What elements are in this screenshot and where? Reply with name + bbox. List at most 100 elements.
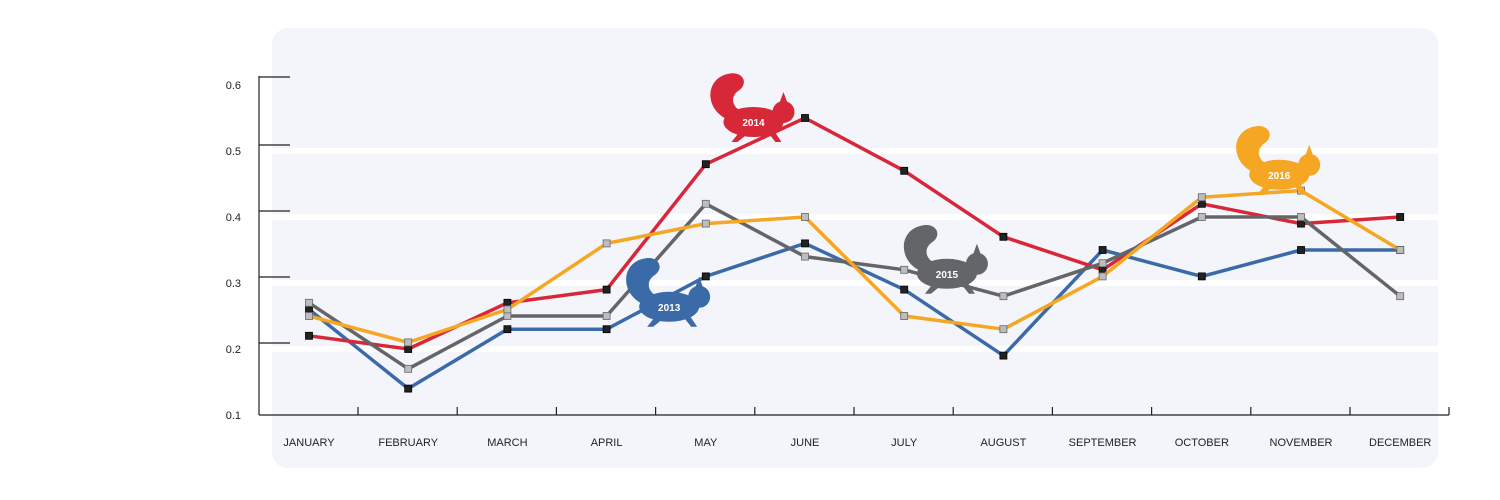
axes [258, 76, 1450, 416]
data-point [503, 325, 512, 334]
series-line [307, 116, 1402, 351]
data-point [999, 232, 1008, 241]
squirrel-tail-icon [626, 258, 660, 307]
data-point [801, 252, 809, 261]
data-point [1197, 272, 1206, 281]
data-point [503, 298, 512, 307]
data-point [404, 345, 413, 353]
squirrel-head-icon [965, 252, 988, 275]
badge-year-label: 2014 [742, 118, 765, 129]
squirrel-ear-icon [695, 276, 704, 288]
data-point [404, 384, 413, 393]
data-point [1098, 259, 1107, 268]
squirrel-badge-2014: 2014 [710, 73, 795, 142]
x-tick-label: JULY [891, 437, 918, 449]
data-point [701, 160, 710, 169]
series-line [307, 188, 1402, 345]
y-tick-label: 0.5 [226, 146, 241, 158]
squirrel-body-icon [916, 258, 977, 289]
squirrel-badge-2015: 2015 [903, 225, 988, 294]
data-point [900, 265, 909, 274]
y-tick-label: 0.2 [226, 344, 241, 356]
squirrel-body-icon [639, 291, 700, 322]
grid-bands [272, 148, 1438, 352]
data-point [1197, 193, 1206, 202]
squirrel-badge-2016: 2016 [1236, 126, 1321, 195]
data-point [602, 325, 611, 334]
squirrel-ear-icon [1305, 144, 1314, 156]
data-point [1197, 213, 1206, 221]
squirrel-head-icon [772, 101, 795, 123]
data-point [900, 285, 909, 294]
data-point [305, 305, 313, 314]
x-tick-label: OCTOBER [1175, 437, 1229, 449]
data-point [900, 166, 909, 175]
data-point [1396, 246, 1405, 254]
y-tick-label: 0.3 [226, 278, 241, 290]
x-tick-label: MARCH [487, 437, 527, 449]
data-point [305, 298, 313, 307]
grid-band [272, 148, 1438, 154]
series-2016 [305, 186, 1405, 347]
data-point [999, 325, 1008, 334]
squirrel-tail-icon [710, 73, 744, 122]
squirrel-body-icon [1249, 159, 1310, 190]
x-tick-label: APRIL [591, 437, 623, 449]
squirrel-legs-icon [647, 314, 698, 327]
data-point [602, 239, 611, 248]
grid-band [272, 214, 1438, 220]
data-point [404, 364, 413, 373]
data-point [801, 213, 809, 221]
series-layer [305, 114, 1405, 393]
data-point [305, 312, 313, 320]
y-tick-label: 0.1 [226, 410, 241, 422]
series-badges: 2013 2014 2015 2016 [626, 73, 1321, 327]
x-tick-label: FEBRUARY [378, 437, 438, 449]
axis-labels: 0.1 0.2 0.3 0.4 0.5 0.6 JANUARY FEBRUARY MARCH AP… [226, 80, 1432, 449]
data-point [1098, 246, 1107, 254]
data-point [1396, 292, 1405, 301]
badge-year-label: 2015 [936, 270, 959, 281]
y-tick-label: 0.4 [226, 212, 241, 224]
data-point [801, 239, 809, 248]
squirrel-tail-icon [903, 225, 938, 274]
data-point [503, 305, 512, 314]
squirrel-ear-icon [779, 92, 788, 103]
squirrel-head-icon [688, 285, 711, 308]
series-line [307, 202, 1402, 371]
grid-band [272, 280, 1438, 286]
data-point [1297, 246, 1305, 254]
data-point [701, 272, 710, 281]
squirrel-badge-2013: 2013 [626, 258, 711, 327]
data-point [999, 292, 1008, 301]
data-point [900, 312, 909, 320]
x-tick-label: SEPTEMBER [1069, 437, 1137, 449]
badge-year-label: 2013 [658, 303, 681, 314]
data-point [999, 351, 1008, 360]
squirrel-legs-icon [1257, 182, 1308, 195]
data-point [801, 114, 809, 122]
y-tick-label: 0.6 [226, 80, 241, 92]
x-tick-label: JANUARY [283, 437, 335, 449]
data-point [404, 338, 413, 347]
x-tick-label: JUNE [791, 437, 820, 449]
data-point [602, 285, 611, 294]
squirrel-legs-icon [731, 130, 782, 142]
series-2015 [305, 199, 1405, 373]
grid-band [272, 346, 1438, 352]
squirrel-legs-icon [924, 281, 975, 294]
squirrel-body-icon [723, 107, 784, 137]
data-point [602, 312, 611, 320]
data-point [1396, 213, 1405, 221]
plot-panel [272, 28, 1438, 468]
data-point [305, 331, 313, 340]
data-point [1297, 213, 1305, 221]
squirrel-tail-icon [1236, 126, 1270, 175]
data-point [701, 199, 710, 208]
squirrel-ear-icon [972, 243, 981, 255]
data-point [503, 312, 512, 320]
x-tick-label: AUGUST [980, 437, 1026, 449]
x-tick-label: NOVEMBER [1270, 437, 1333, 449]
data-point [1098, 272, 1107, 281]
